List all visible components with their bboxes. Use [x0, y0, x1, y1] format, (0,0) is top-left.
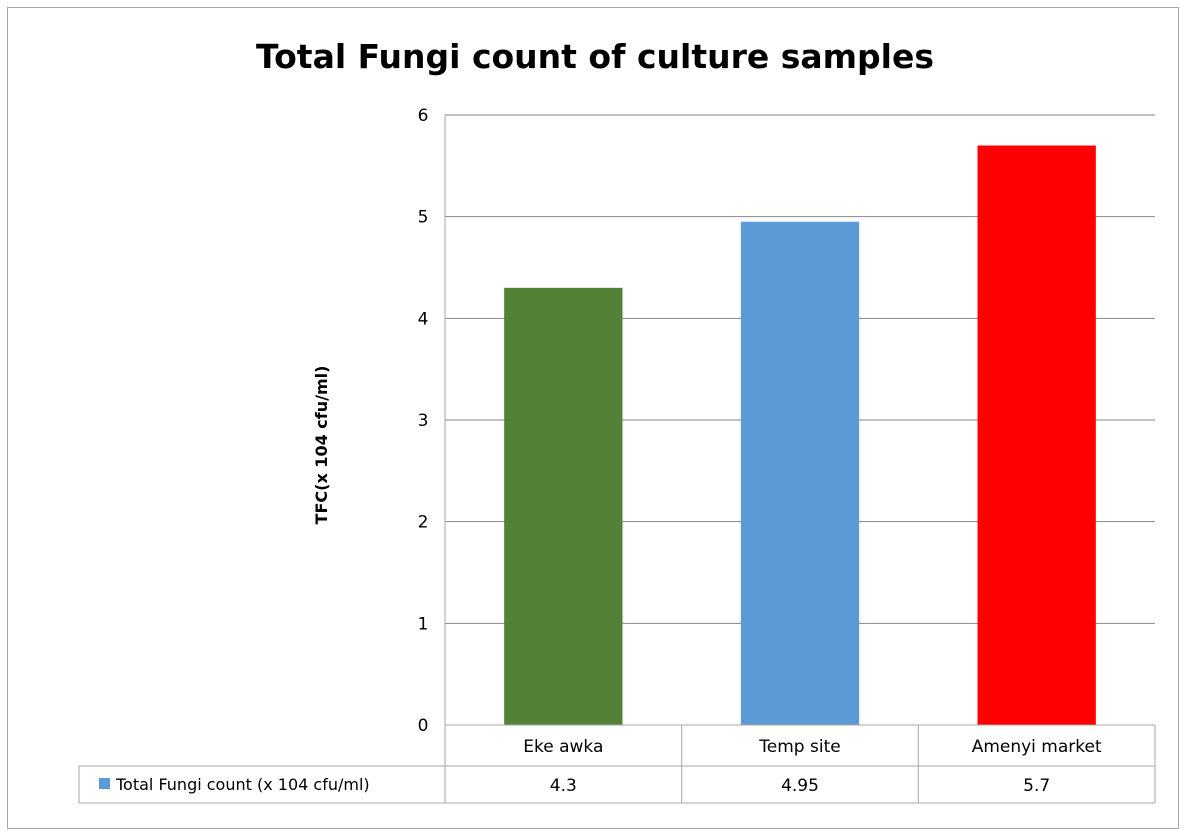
y-tick-label: 5 [418, 208, 429, 228]
data-table: Eke awka 4.3 Temp site 4.95 Amenyi market 5.7… [78, 724, 1156, 804]
y-tick-label: 4 [418, 309, 429, 329]
data-table-value: 5.7 [1023, 776, 1050, 796]
y-axis-label: TFC(x 104 cfu/ml) [312, 366, 331, 525]
legend-key [99, 778, 110, 789]
chart-title: Total Fungi count of culture samples [256, 37, 934, 76]
x-category-label: Eke awka [523, 737, 603, 757]
x-category-label: Temp site [758, 737, 840, 757]
y-tick-label: 2 [418, 513, 429, 533]
legend-series-name: Total Fungi count (x 104 cfu/ml) [115, 775, 370, 794]
data-table-value: 4.95 [781, 776, 819, 796]
y-axis-ticks: 0 1 2 3 4 5 6 [418, 106, 429, 736]
y-tick-label: 1 [418, 614, 429, 634]
x-category-label: Amenyi market [972, 737, 1102, 757]
bar-amenyi-market [977, 145, 1096, 725]
data-table-value: 4.3 [550, 776, 577, 796]
y-tick-label: 3 [418, 411, 429, 431]
bar-eke-awka [504, 287, 623, 725]
y-tick-label: 0 [418, 716, 429, 736]
y-tick-label: 6 [418, 106, 429, 126]
bars [504, 145, 1096, 725]
bar-temp-site [740, 221, 860, 725]
